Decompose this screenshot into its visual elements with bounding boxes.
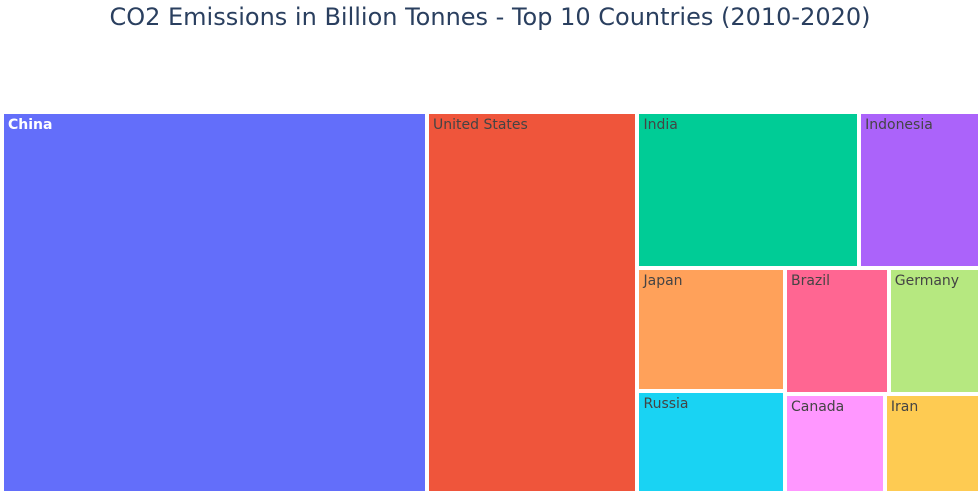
treemap-tile-germany[interactable]: Germany (888, 268, 980, 394)
treemap-tile-japan[interactable]: Japan (637, 268, 785, 391)
treemap-label-united-states: United States (433, 117, 528, 133)
treemap-tile-brazil[interactable]: Brazil (784, 268, 889, 394)
treemap-label-indonesia: Indonesia (865, 117, 933, 133)
treemap-label-iran: Iran (890, 398, 919, 415)
treemap-label-germany: Germany (894, 273, 960, 290)
treemap-tile-russia[interactable]: Russia (637, 390, 785, 493)
treemap-tile-indonesia[interactable]: Indonesia (859, 112, 980, 269)
treemap-tile-canada[interactable]: Canada (784, 393, 885, 493)
treemap-label-china: China (8, 117, 53, 133)
treemap-tile-united-states[interactable]: United States (427, 112, 638, 493)
treemap-label-japan: Japan (643, 273, 683, 290)
chart-title: CO2 Emissions in Billion Tonnes - Top 10… (109, 3, 871, 31)
treemap-label-canada: Canada (790, 398, 845, 415)
treemap-label-russia: Russia (643, 395, 689, 412)
treemap-label-brazil: Brazil (790, 273, 831, 290)
treemap-tile-iran[interactable]: Iran (884, 393, 980, 493)
treemap-tile-china[interactable]: China (2, 112, 428, 493)
treemap-tile-india[interactable]: India (637, 112, 860, 269)
treemap-label-india: India (643, 117, 678, 133)
